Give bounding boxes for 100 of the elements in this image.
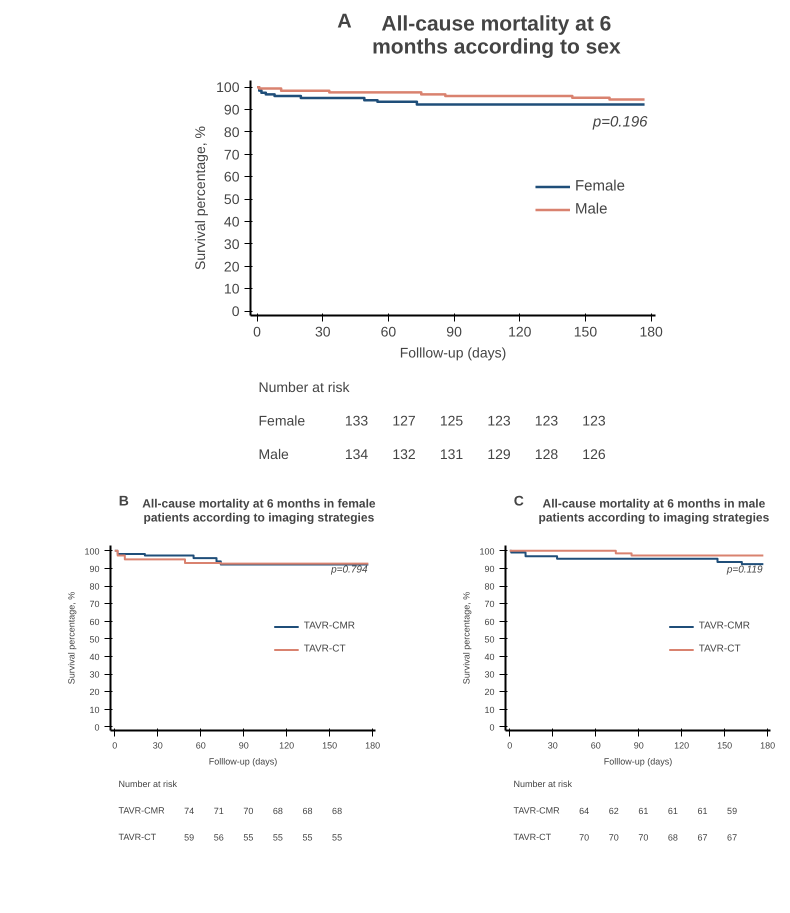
chart-title: All-cause mortality at 6 months in male patients according to imaging strategies: [538, 496, 770, 524]
text: 70: [579, 832, 590, 843]
text: 56: [214, 832, 224, 843]
x-tick-label: 150: [574, 324, 598, 340]
y-tick-label: 10: [224, 280, 240, 297]
text: 132: [392, 446, 416, 462]
text: 131: [440, 446, 464, 462]
x-tick-label: 60: [380, 324, 396, 340]
y-tick-label: 90: [89, 564, 100, 574]
text: 55: [272, 832, 283, 843]
y-tick-label: 90: [484, 564, 495, 574]
text: 123: [534, 412, 558, 428]
text: 59: [184, 832, 194, 843]
annotation: p=0.196: [592, 114, 648, 130]
y-tick-label: 90: [224, 102, 240, 118]
y-tick-label: 50: [484, 634, 495, 644]
x-tick-label: 150: [717, 740, 732, 750]
text: 134: [344, 446, 368, 462]
text: 129: [487, 446, 511, 462]
text: 74: [184, 806, 194, 816]
x-axis-title: Folllow-up (days): [604, 756, 672, 766]
y-tick-label: 100: [479, 546, 495, 556]
x-tick-label: 120: [674, 740, 690, 750]
x-tick-label: 60: [590, 740, 601, 750]
text: 71: [214, 806, 224, 816]
annotation: p=0.794: [330, 564, 368, 576]
legend-label: TAVR-CT: [698, 644, 741, 654]
x-tick-label: 30: [314, 324, 331, 340]
y-tick-label: 30: [224, 236, 240, 252]
text: 70: [608, 832, 619, 843]
x-axis-title: Folllow-up (days): [400, 344, 506, 360]
text: A: [337, 10, 352, 32]
text: 59: [727, 806, 738, 816]
legend-label: Male: [574, 200, 608, 218]
y-axis-title: Survival percentage, %: [66, 592, 76, 684]
text: 62: [608, 806, 619, 816]
y-axis-title: Survival percentage, %: [461, 592, 472, 684]
text: 70: [243, 806, 254, 816]
y-tick-label: 0: [232, 303, 240, 320]
text: 61: [668, 806, 678, 816]
y-axis-title: Survival percentage, %: [192, 126, 208, 270]
y-tick-label: 10: [484, 704, 495, 715]
text: TAVR-CT: [118, 832, 157, 842]
text: 125: [440, 412, 464, 428]
text: 68: [272, 806, 283, 816]
x-tick-label: 180: [639, 324, 664, 340]
text: 67: [697, 832, 708, 843]
text: Number at risk: [118, 778, 178, 789]
y-tick-label: 10: [89, 704, 100, 715]
text: 123: [487, 412, 511, 428]
x-tick-label: 30: [548, 740, 558, 750]
y-tick-label: 70: [224, 146, 240, 162]
legend-label: Female: [574, 178, 625, 194]
x-tick-label: 120: [279, 740, 294, 750]
x-tick-label: 60: [196, 740, 206, 750]
x-tick-label: 150: [322, 740, 338, 750]
chart-title: All-cause mortality at 6 months in female patients according to imaging strategies: [142, 496, 376, 524]
y-tick-label: 100: [216, 79, 240, 96]
text: TAVR-CMR: [118, 806, 166, 816]
text: 61: [638, 806, 648, 816]
text: Male: [258, 446, 290, 462]
text: Number at risk: [514, 778, 573, 789]
x-tick-label: 180: [365, 740, 380, 750]
chart-title: All-cause mortality at 6 months according to sex: [372, 12, 621, 58]
x-tick-label: 90: [238, 740, 249, 750]
legend-label: TAVR-CT: [304, 644, 346, 654]
y-tick-label: 0: [489, 722, 495, 732]
x-tick-label: 30: [152, 740, 163, 750]
y-tick-label: 50: [224, 191, 240, 208]
annotation: p=0.119: [726, 564, 763, 576]
y-tick-label: 20: [89, 687, 100, 698]
y-tick-label: 20: [484, 687, 495, 698]
text: 68: [668, 832, 678, 843]
text: TAVR-CT: [514, 832, 552, 842]
legend-label: TAVR-CMR: [698, 620, 750, 632]
x-tick-label: 0: [112, 740, 118, 750]
x-tick-label: 0: [253, 324, 262, 340]
x-tick-label: 90: [446, 324, 462, 340]
text: 128: [534, 446, 558, 462]
text: 55: [332, 832, 342, 843]
y-tick-label: 80: [484, 582, 495, 592]
y-tick-label: 80: [224, 124, 240, 140]
text: Female: [258, 412, 306, 428]
legend-label: TAVR-CMR: [304, 620, 355, 632]
text: 70: [638, 832, 648, 843]
text: 55: [243, 832, 254, 843]
text: 64: [579, 806, 590, 816]
y-tick-label: 40: [224, 214, 240, 230]
y-tick-label: 60: [484, 616, 495, 627]
text: 67: [727, 832, 738, 843]
text: C: [514, 492, 524, 508]
y-tick-label: 80: [89, 582, 100, 592]
text: 133: [344, 412, 368, 428]
x-axis-title: Folllow-up (days): [208, 756, 278, 766]
text: 123: [582, 412, 606, 428]
y-tick-label: 50: [89, 634, 100, 644]
y-tick-label: 40: [484, 652, 495, 662]
text: Number at risk: [258, 379, 351, 396]
x-tick-label: 120: [508, 324, 532, 340]
y-tick-label: 70: [484, 599, 495, 610]
